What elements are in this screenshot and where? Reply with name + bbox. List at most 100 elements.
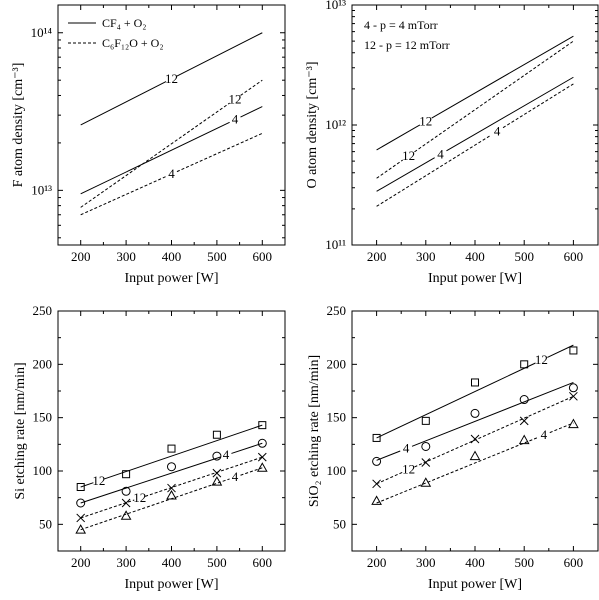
- data-point-square: [520, 360, 529, 369]
- chart-panel-3: 200 300 400 500 600 50 100 150 200 250 Input power…: [13, 303, 286, 592]
- series-line-3: [376, 471, 403, 485]
- x-tick-label: 200: [71, 555, 91, 570]
- x-tick-label: 600: [253, 249, 273, 264]
- data-point-circle: [470, 408, 480, 418]
- series-label: 12: [402, 462, 415, 477]
- y-tick-label: 100: [33, 463, 53, 478]
- data-point-triangle: [420, 477, 432, 487]
- data-point-circle: [212, 451, 222, 461]
- series-line-1: [376, 124, 421, 151]
- series-line-1: [104, 424, 263, 480]
- data-point-circle: [421, 441, 431, 451]
- cross-stroke: [519, 416, 529, 426]
- x-tick-label: 500: [207, 249, 227, 264]
- y-tick-label: 150: [33, 410, 53, 425]
- series-line-3: [240, 79, 263, 96]
- data-point-cross: [569, 391, 578, 401]
- y-tick-label: 100: [327, 463, 347, 478]
- data-point-cross: [121, 498, 131, 508]
- series-line-1: [547, 344, 574, 358]
- series-line-3: [414, 395, 574, 468]
- series-label: 12: [133, 490, 146, 505]
- series-label: 4: [232, 112, 239, 127]
- series-label: 12: [229, 91, 242, 106]
- x-tick-label: 400: [465, 555, 485, 570]
- cross-stroke: [76, 513, 86, 523]
- y-tick-label: 200: [327, 356, 347, 371]
- series-line-2: [80, 456, 221, 504]
- series-line-3: [80, 499, 135, 519]
- x-tick-label: 600: [253, 555, 273, 570]
- y-tick-label: 10¹³: [31, 182, 52, 197]
- data-point-square: [76, 483, 85, 491]
- data-point-triangle: [75, 524, 87, 534]
- data-point-square: [212, 430, 221, 439]
- series-line-1: [431, 35, 574, 119]
- data-point-triangle: [211, 476, 223, 486]
- series-label: 12: [92, 473, 105, 488]
- x-tick-label: 300: [416, 249, 436, 264]
- x-tick-label: 400: [162, 249, 182, 264]
- series-line-1: [80, 81, 167, 126]
- x-tick-label: 600: [564, 555, 584, 570]
- data-point-triangle: [256, 462, 268, 472]
- series-line-2: [376, 159, 403, 179]
- series-line-4: [376, 436, 539, 504]
- data-point-circle: [568, 383, 578, 393]
- y-tick-label: 150: [327, 410, 347, 425]
- series-label: 4: [437, 146, 444, 161]
- x-tick-label: 200: [367, 249, 387, 264]
- cross-stroke: [569, 391, 578, 401]
- data-point-cross: [421, 458, 431, 467]
- y-tick-label: 250: [33, 303, 53, 318]
- data-point-square: [471, 378, 479, 387]
- data-point-triangle: [371, 495, 382, 505]
- chart-panel-2: 200 300 400 500 600 10¹¹ 10¹² 10¹³ Input power […: [305, 0, 599, 286]
- series-line-4: [176, 132, 263, 173]
- legend: CF₄ + O₂ C₆F₁₂O + O₂: [68, 16, 164, 50]
- series-label: 4: [494, 123, 501, 138]
- series-line-1: [376, 362, 536, 439]
- chart-panel-1: 200 300 400 500 600 10¹³ 10¹⁴ Input power [W] F …: [11, 4, 286, 286]
- data-point-circle: [257, 438, 267, 448]
- data-point-square: [569, 346, 578, 355]
- series-label: 4: [232, 469, 239, 484]
- cross-stroke: [212, 468, 222, 478]
- series-label: 12: [419, 113, 432, 128]
- series-line-2: [376, 450, 401, 461]
- x-tick-label: 600: [564, 249, 584, 264]
- cross-stroke: [470, 434, 480, 444]
- y-axis-label: F atom density [cm⁻³]: [11, 63, 26, 188]
- data-point-circle: [519, 395, 529, 405]
- data-point-triangle: [568, 418, 579, 429]
- x-tick-label: 400: [162, 555, 182, 570]
- series-line-2: [80, 121, 230, 195]
- series-line-3: [376, 157, 435, 192]
- data-point-circle: [121, 486, 131, 496]
- y-tick-label: 10¹²: [325, 117, 346, 132]
- cross-stroke: [257, 452, 267, 462]
- x-tick-label: 300: [116, 555, 136, 570]
- series-line-4: [502, 83, 574, 129]
- series-line-1: [80, 482, 94, 488]
- data-point-square: [122, 470, 131, 479]
- y-axis-label: O atom density [cm⁻³]: [305, 61, 320, 188]
- x-tick-label: 400: [465, 249, 485, 264]
- y-tick-label: 50: [333, 516, 346, 531]
- data-point-cross: [76, 513, 86, 523]
- data-point-square: [258, 421, 267, 430]
- series-label: 12: [402, 148, 415, 163]
- data-point-cross: [212, 468, 222, 478]
- chart-panel-4: 200 300 400 500 600 50 100 150 200 250 Input power…: [307, 303, 599, 592]
- x-axis-label: Input power [W]: [124, 577, 218, 592]
- x-axis-label: Input power [W]: [124, 271, 218, 286]
- series-line-2: [240, 106, 263, 118]
- data-point-square: [167, 444, 176, 453]
- y-tick-label: 200: [33, 356, 53, 371]
- y-tick-label: 50: [39, 516, 52, 531]
- plot-frame: [57, 310, 286, 552]
- series-line-4: [549, 422, 574, 434]
- legend-label: CF₄ + O₂: [102, 16, 146, 30]
- data-point-square: [372, 433, 381, 442]
- series-line-2: [231, 442, 263, 454]
